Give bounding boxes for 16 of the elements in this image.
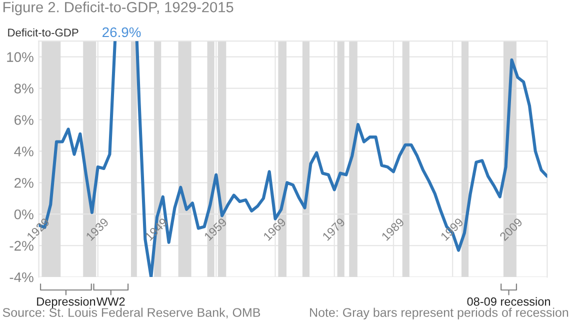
y-tick-label: -4% — [10, 272, 34, 282]
y-tick-label: 0% — [14, 209, 34, 220]
source-note: Source: St. Louis Federal Reserve Bank, OMB — [2, 308, 260, 318]
text: 26.9% — [102, 27, 141, 38]
y-tick-label: 2% — [14, 178, 34, 188]
y-tick-label: 10% — [7, 52, 34, 62]
y-tick-label: 4% — [14, 146, 34, 156]
y-tick-label: 6% — [14, 115, 34, 125]
text: 08-09 recession — [467, 297, 550, 306]
text: Note: Gray bars represent periods of recession — [310, 308, 568, 320]
text: WW2 — [96, 297, 125, 306]
y-axis-title: Deficit-to-GDP — [8, 28, 78, 37]
chart-title: Figure 2. Deficit-to-GDP, 1929-2015 — [3, 2, 234, 16]
y-tick-label: 8% — [14, 84, 34, 94]
y-tick-label: -2% — [10, 240, 34, 251]
text: Depression — [37, 297, 96, 308]
